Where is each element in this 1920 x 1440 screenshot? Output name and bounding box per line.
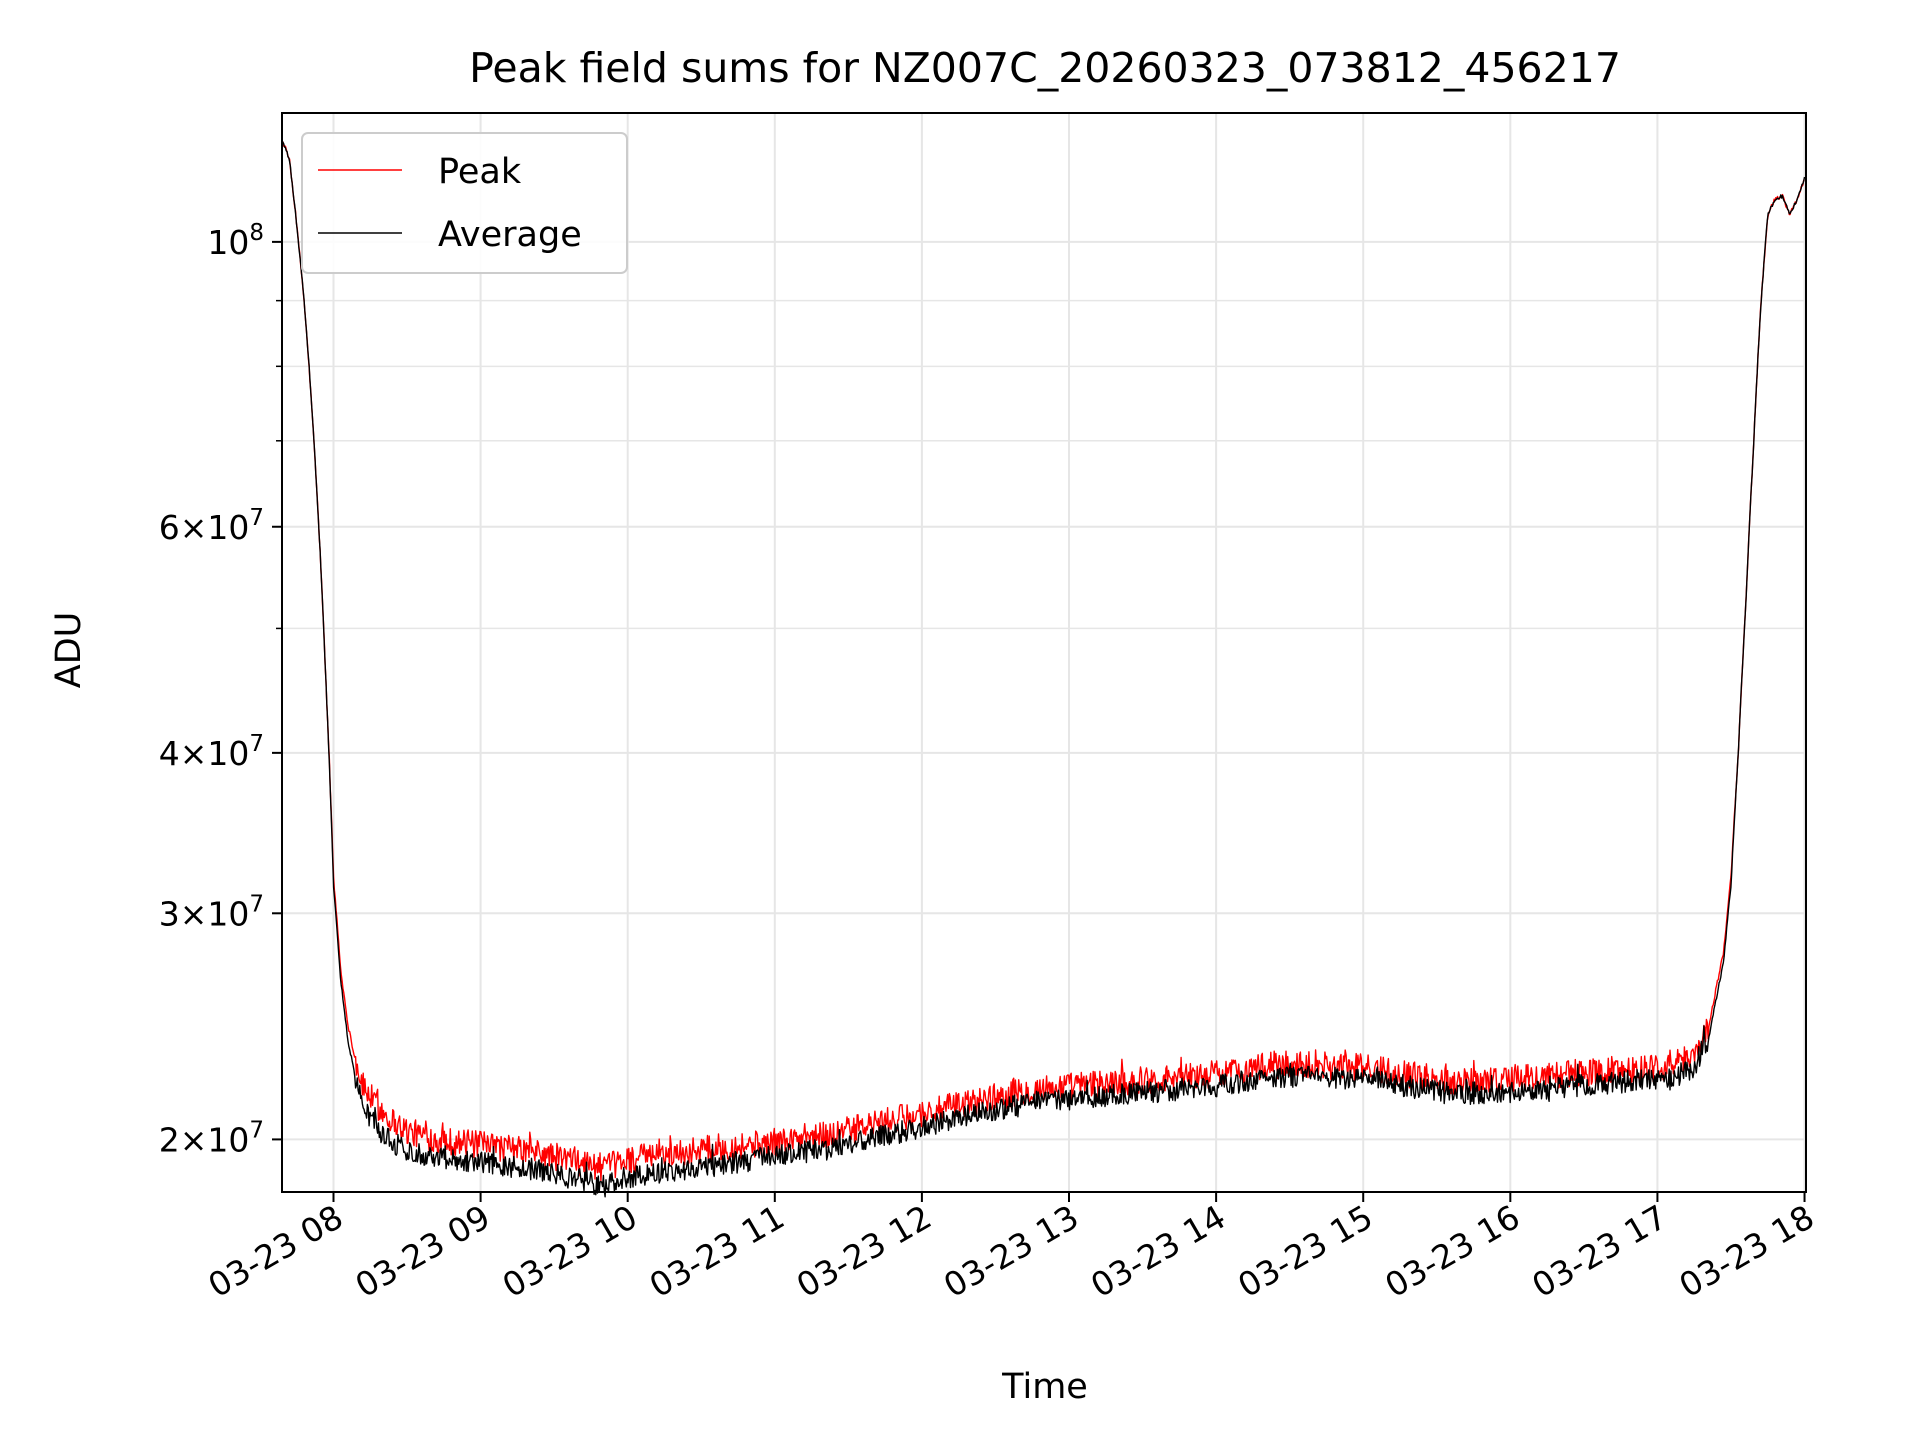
series-line-average	[281, 140, 1806, 1198]
y-tick-label: 2×107	[159, 1117, 264, 1159]
chart-title: Peak field sums for NZ007C_20260323_0738…	[469, 44, 1621, 92]
x-axis-label: Time	[1001, 1367, 1088, 1407]
y-tick-label: 108	[207, 220, 264, 262]
legend-label-average: Average	[438, 215, 582, 255]
series-layer	[281, 140, 1806, 1198]
y-tick-label: 6×107	[159, 505, 264, 547]
y-axis-label: ADU	[49, 612, 89, 689]
legend: Peak Average	[301, 132, 628, 274]
grid-layer	[282, 113, 1806, 1192]
y-tick-label: 3×107	[159, 891, 264, 933]
legend-box	[301, 132, 628, 274]
legend-label-peak: Peak	[438, 152, 522, 192]
y-tick-label: 4×107	[159, 731, 264, 773]
plot-frame	[281, 112, 1807, 1193]
series-line-peak	[281, 140, 1805, 1182]
y-axis: 108 6×107 4×107 3×107 2×107	[159, 220, 282, 1159]
